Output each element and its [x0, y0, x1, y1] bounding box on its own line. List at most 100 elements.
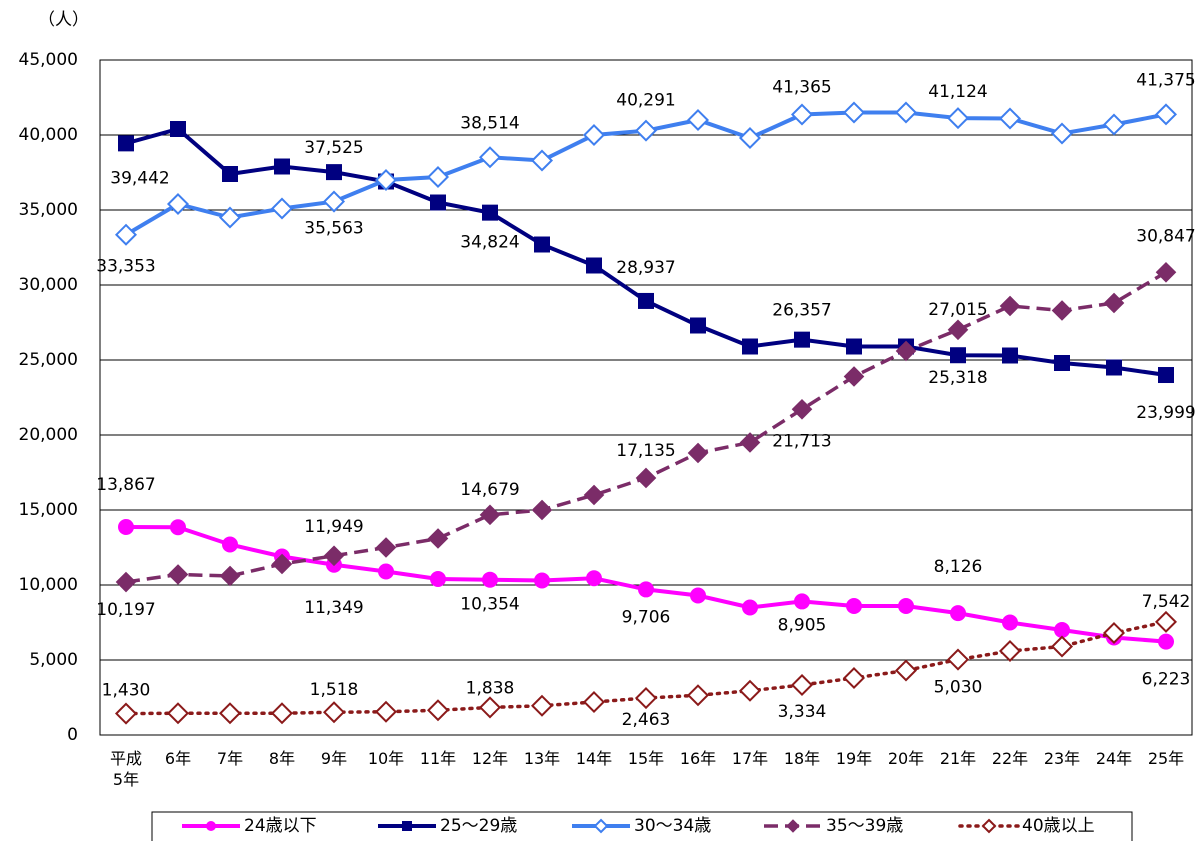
marker — [950, 605, 966, 622]
marker — [1102, 621, 1126, 645]
plot-area — [99, 59, 1193, 736]
x-tick-label: 11年 — [419, 749, 457, 768]
marker — [323, 545, 345, 567]
marker — [274, 158, 290, 175]
marker — [378, 563, 394, 580]
marker — [427, 528, 449, 549]
y-tick-label: 5,000 — [29, 650, 78, 670]
marker — [687, 442, 709, 464]
marker — [686, 108, 710, 132]
marker — [947, 319, 969, 341]
marker — [794, 331, 810, 348]
data-label: 8,126 — [934, 557, 983, 577]
marker — [690, 317, 706, 334]
x-tick-label: 13年 — [523, 749, 561, 768]
marker — [170, 519, 186, 536]
marker — [1158, 367, 1174, 384]
data-label: 41,124 — [928, 82, 987, 102]
marker — [426, 699, 450, 722]
marker — [846, 338, 862, 355]
marker — [742, 599, 758, 616]
marker — [586, 257, 602, 274]
y-tick-label: 40,000 — [19, 125, 78, 145]
data-label: 1,430 — [102, 681, 151, 701]
data-label: 11,349 — [304, 598, 363, 618]
data-label: 9,706 — [622, 607, 671, 627]
marker — [593, 818, 609, 834]
marker — [170, 121, 186, 137]
x-tick-label: 7年 — [216, 749, 244, 768]
marker — [1103, 292, 1125, 314]
data-label: 30,847 — [1136, 226, 1195, 246]
marker — [426, 165, 450, 189]
x-tick-label: 25年 — [1147, 749, 1185, 768]
marker — [999, 295, 1021, 317]
data-label: 2,463 — [622, 710, 671, 730]
marker — [791, 398, 813, 420]
marker — [946, 648, 970, 671]
data-label: 33,353 — [96, 257, 155, 277]
y-unit: （人） — [38, 10, 89, 30]
data-label: 10,197 — [96, 600, 155, 620]
marker — [843, 366, 865, 387]
marker — [167, 564, 189, 585]
y-tick-label: 45,000 — [19, 50, 78, 70]
marker — [1106, 359, 1122, 376]
marker — [738, 126, 762, 150]
marker — [1002, 614, 1018, 631]
data-label: 28,937 — [616, 258, 675, 278]
marker — [531, 499, 553, 521]
marker — [738, 679, 762, 702]
x-tick-label: 18年 — [783, 749, 821, 768]
marker — [534, 572, 550, 589]
x-tick-label: 9年 — [320, 749, 348, 768]
marker — [430, 571, 446, 587]
marker — [375, 537, 397, 558]
marker — [166, 192, 190, 216]
marker — [1154, 610, 1178, 633]
marker — [430, 194, 446, 211]
x-tick-label: 17年 — [731, 749, 769, 768]
marker — [206, 821, 216, 831]
legend-label: 24歳以下 — [244, 816, 317, 836]
data-label: 11,949 — [304, 517, 363, 537]
marker — [402, 821, 412, 831]
marker — [1154, 103, 1178, 126]
data-label: 37,525 — [304, 138, 363, 158]
marker — [270, 197, 294, 220]
marker — [1050, 122, 1074, 145]
data-label: 7,542 — [1142, 592, 1191, 612]
y-tick-label: 15,000 — [19, 500, 78, 520]
marker — [895, 340, 917, 362]
data-label: 26,357 — [772, 301, 831, 321]
x-tick-label: 15年 — [627, 749, 665, 768]
marker — [322, 190, 346, 213]
x-tick-label: 20年 — [887, 749, 925, 768]
marker — [114, 223, 138, 246]
data-label: 1,838 — [466, 678, 515, 698]
y-tick-label: 20,000 — [19, 425, 78, 445]
legend-label: 40歳以上 — [1022, 816, 1095, 836]
marker — [634, 687, 658, 710]
x-tick-label: 22年 — [991, 749, 1029, 768]
marker — [981, 818, 997, 834]
marker — [482, 204, 498, 221]
data-label: 1,518 — [310, 680, 359, 700]
data-label: 14,679 — [460, 480, 519, 500]
marker — [478, 696, 502, 719]
data-label: 3,334 — [778, 702, 827, 722]
x-tick-label: 24年 — [1095, 749, 1133, 768]
x-tick-label: 21年 — [939, 749, 977, 768]
marker — [222, 536, 238, 553]
marker — [1158, 633, 1174, 650]
data-label: 39,442 — [110, 168, 169, 188]
marker — [846, 598, 862, 614]
marker — [218, 702, 242, 725]
marker — [166, 702, 190, 725]
marker — [586, 570, 602, 587]
x-tick-label: 19年 — [835, 749, 873, 768]
data-label: 38,514 — [460, 113, 519, 133]
x-tick-label: 14年 — [575, 749, 613, 768]
data-label: 25,318 — [928, 368, 987, 388]
x-tick-label: 16年 — [679, 749, 717, 768]
